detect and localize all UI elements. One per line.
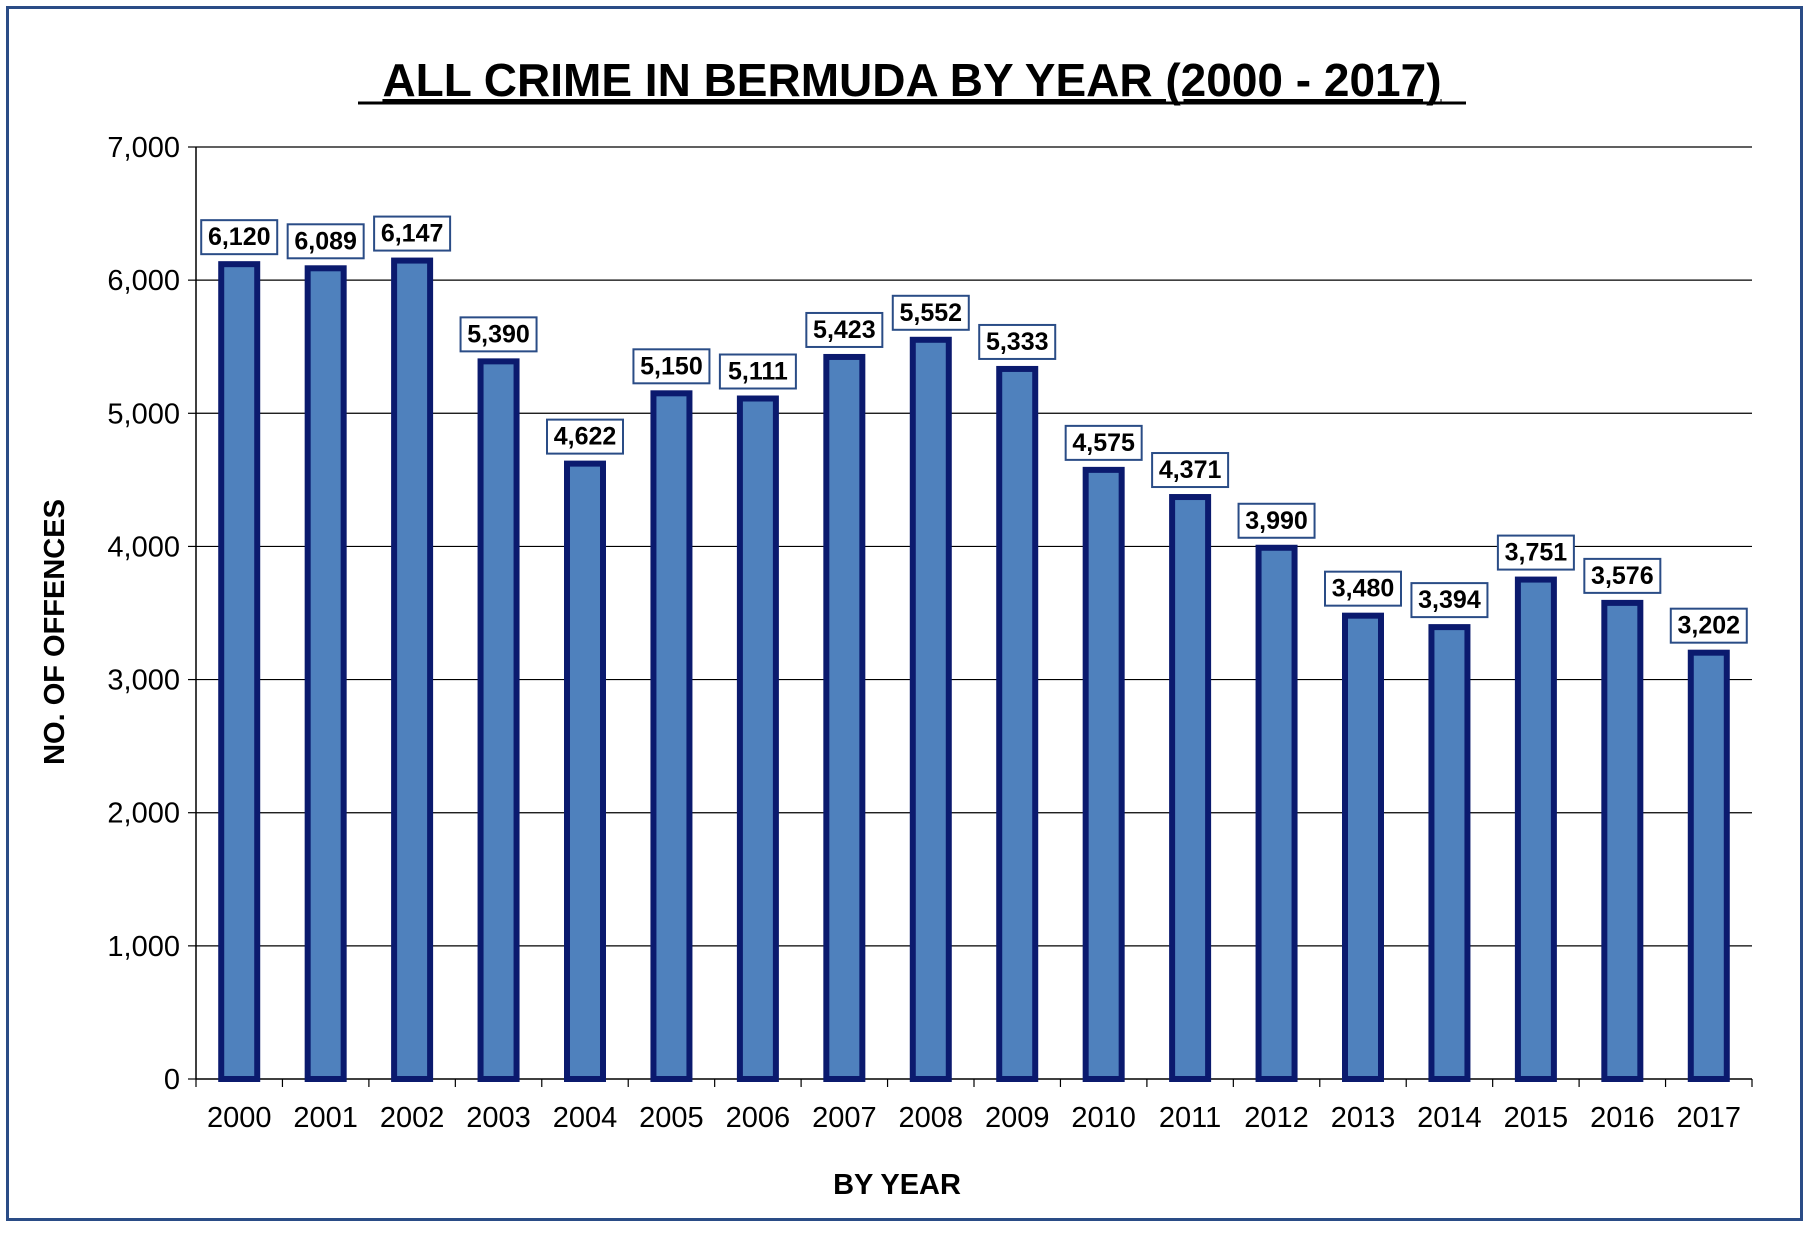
y-tick-label: 3,000 — [107, 665, 180, 697]
y-axis-label: NO. OF OFFENCES — [39, 499, 71, 765]
x-tick-label: 2014 — [1417, 1102, 1482, 1134]
x-tick-label: 2011 — [1159, 1102, 1221, 1134]
data-label-box — [1064, 424, 1143, 461]
x-tick-label: 2004 — [553, 1102, 618, 1134]
data-label: 6,147 — [381, 220, 444, 248]
x-tick-label: 2001 — [293, 1102, 358, 1134]
x-tick-label: 2012 — [1244, 1102, 1309, 1134]
y-tick-label: 5,000 — [107, 398, 180, 430]
data-label-box — [459, 316, 538, 353]
data-label-box — [546, 418, 624, 455]
data-label-box — [373, 215, 452, 252]
data-label-box — [1496, 534, 1575, 571]
data-label: 4,371 — [1159, 456, 1222, 484]
data-label-box — [1669, 607, 1748, 644]
data-label: 3,576 — [1591, 562, 1654, 590]
data-label: 5,333 — [986, 328, 1049, 356]
data-label-box — [978, 323, 1057, 360]
x-tick-label: 2009 — [985, 1102, 1050, 1134]
bar — [1255, 544, 1298, 1082]
x-tick-label: 2016 — [1590, 1102, 1655, 1134]
y-tick-label: 0 — [164, 1064, 180, 1096]
data-label: 3,394 — [1418, 586, 1481, 614]
data-label: 5,111 — [728, 358, 788, 386]
data-label-box — [200, 219, 279, 256]
bar — [391, 257, 434, 1082]
bar — [477, 358, 520, 1082]
data-label: 4,622 — [554, 423, 617, 451]
bar — [1082, 466, 1125, 1083]
bar — [1687, 649, 1730, 1082]
bar — [736, 395, 779, 1083]
x-tick-label: 2008 — [899, 1102, 964, 1134]
chart-title: ALL CRIME IN BERMUDA BY YEAR (2000 - 201… — [382, 54, 1441, 106]
data-label: 3,202 — [1677, 612, 1740, 640]
data-label: 5,150 — [640, 352, 703, 380]
x-tick-label: 2002 — [380, 1102, 445, 1134]
data-label-box — [1324, 570, 1402, 607]
x-tick-label: 2013 — [1331, 1102, 1396, 1134]
data-label-box — [718, 353, 797, 390]
data-labels: 6,120 6,089 6,147 5,390 4,622 5,150 5,111 5,423… — [200, 215, 1748, 644]
bar — [1428, 624, 1471, 1083]
y-tick-label: 4,000 — [107, 531, 180, 563]
y-axis-ticks: 0 1,000 2,000 3,000 4,000 5,000 6,000 7,000 — [107, 132, 196, 1096]
bar — [996, 365, 1039, 1082]
data-label-box — [1410, 582, 1489, 619]
data-label-box — [805, 311, 884, 348]
data-label-box — [1583, 557, 1662, 594]
x-tick-label: 2003 — [466, 1102, 531, 1134]
data-label: 4,575 — [1072, 429, 1135, 457]
data-label: 5,552 — [899, 299, 962, 327]
data-label-box — [1151, 452, 1230, 489]
y-tick-label: 1,000 — [107, 931, 180, 963]
data-label-box — [1237, 502, 1316, 539]
x-tick-label: 2007 — [812, 1102, 877, 1134]
data-label-box — [891, 294, 970, 331]
bar — [304, 265, 347, 1082]
x-axis-label: BY YEAR — [833, 1169, 961, 1201]
data-label: 5,390 — [467, 320, 530, 348]
data-label: 3,990 — [1245, 507, 1308, 535]
x-axis-ticks: 2000 2001 2002 2003 2004 2005 2006 2007 2008 2009… — [195, 1079, 1753, 1134]
data-label: 3,751 — [1505, 539, 1568, 567]
y-tick-label: 6,000 — [107, 265, 180, 297]
x-tick-label: 2000 — [207, 1102, 272, 1134]
bar — [564, 460, 606, 1082]
bar — [218, 261, 261, 1082]
bars — [218, 257, 1730, 1083]
data-label-box — [286, 223, 365, 260]
x-tick-label: 2005 — [639, 1102, 704, 1134]
x-tick-label: 2015 — [1504, 1102, 1569, 1134]
x-tick-label: 2006 — [726, 1102, 791, 1134]
data-label: 6,089 — [294, 227, 357, 255]
bar — [650, 390, 693, 1083]
data-label: 5,423 — [813, 316, 876, 344]
data-label: 6,120 — [208, 223, 271, 251]
bar — [909, 336, 952, 1083]
bar — [823, 353, 866, 1082]
bar — [1169, 494, 1212, 1082]
data-label: 3,480 — [1332, 575, 1395, 603]
x-tick-label: 2010 — [1071, 1102, 1136, 1134]
y-tick-label: 2,000 — [107, 798, 180, 830]
bar — [1601, 599, 1644, 1083]
data-label-box — [632, 348, 711, 385]
y-tick-label: 7,000 — [107, 132, 180, 164]
bar — [1514, 576, 1557, 1082]
x-tick-label: 2017 — [1677, 1102, 1742, 1134]
bar — [1342, 612, 1384, 1082]
